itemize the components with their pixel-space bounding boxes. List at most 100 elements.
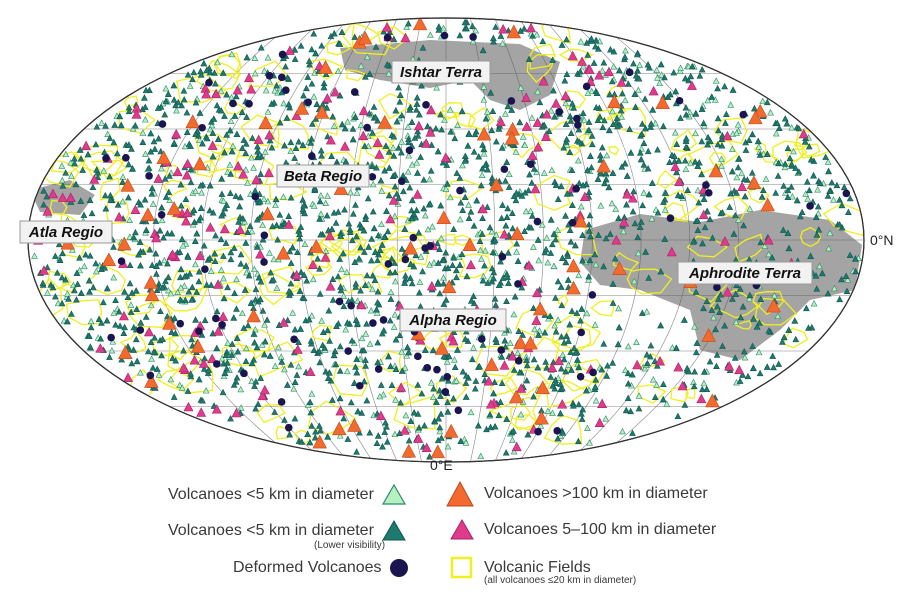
- volcanic-field: [713, 117, 748, 145]
- deformed-volcano: [573, 114, 581, 123]
- deformed-volcano: [304, 98, 312, 107]
- small-volcano: [241, 218, 248, 225]
- small-volcano: [417, 253, 425, 260]
- volcanic-field: [357, 146, 393, 168]
- deformed-volcano: [344, 347, 353, 355]
- region-label-aphrodite-terra: Aphrodite Terra: [677, 261, 813, 285]
- deformed-volcano: [369, 319, 377, 327]
- small-volcano: [559, 351, 567, 358]
- small-volcano: [459, 161, 466, 169]
- deformed-volcano: [456, 186, 464, 195]
- volcanic-field: [606, 107, 646, 136]
- triangle-light-green-icon: [381, 483, 406, 505]
- volcanic-field: [656, 170, 678, 189]
- legend-label-medium-volcanoes: Volcanoes 5–100 km in diameter: [484, 521, 717, 538]
- legend: Volcanoes <5 km in diameter Volcanoes <5…: [0, 470, 900, 600]
- volcanic-field: [762, 153, 779, 163]
- small-volcano: [535, 256, 543, 264]
- small-volcano: [357, 62, 365, 69]
- volcanic-field: [99, 177, 121, 201]
- deformed-volcano: [122, 153, 130, 162]
- deformed-volcano: [265, 71, 274, 80]
- small-volcano: [557, 432, 564, 440]
- legend-item-large-volcanoes: Volcanoes >100 km in diameter: [444, 479, 708, 509]
- small-volcano: [342, 326, 350, 333]
- small-volcano: [440, 274, 447, 281]
- deformed-volcano: [666, 214, 675, 223]
- volcanic-field: [218, 281, 253, 304]
- small-volcano: [280, 99, 288, 107]
- small-volcano: [761, 242, 769, 249]
- highland-area: [580, 210, 862, 360]
- small-volcano: [446, 193, 454, 201]
- svg-text:Atla Regio: Atla Regio: [28, 224, 103, 241]
- deformed-volcano: [409, 233, 418, 242]
- deformed-volcano: [572, 184, 580, 193]
- small-volcano: [844, 276, 852, 283]
- region-label-beta-regio: Beta Regio: [276, 164, 370, 188]
- volcanic-field: [626, 268, 673, 295]
- volcanic-field: [209, 245, 252, 275]
- volcanic-field: [822, 202, 864, 236]
- small-volcano: [398, 138, 405, 145]
- small-volcano: [830, 196, 837, 203]
- triangle-orange-icon: [446, 480, 474, 507]
- small-volcano: [426, 31, 434, 38]
- deformed-volcano: [806, 202, 814, 210]
- deformed-volcano: [212, 360, 221, 368]
- deformed-volcano: [240, 369, 248, 378]
- deformed-volcano: [588, 291, 597, 299]
- deformed-volcano: [176, 319, 185, 328]
- volcanic-field: [444, 179, 485, 200]
- small-volcano: [251, 69, 259, 77]
- deformed-volcano: [363, 123, 371, 132]
- deformed-volcano: [514, 357, 523, 365]
- deformed-volcano: [497, 346, 505, 354]
- volcanic-field: [453, 234, 475, 246]
- volcanic-field: [259, 272, 303, 306]
- small-volcano: [622, 46, 629, 54]
- volcanic-field: [734, 233, 764, 263]
- volcanic-field: [637, 384, 667, 404]
- volcanic-field: [800, 226, 822, 248]
- deformed-volcano: [423, 364, 432, 372]
- small-volcano: [677, 64, 684, 71]
- small-volcano: [174, 288, 182, 296]
- deformed-volcano: [405, 146, 414, 155]
- region-label-ishtar-terra: Ishtar Terra: [391, 60, 491, 84]
- small-volcano: [403, 352, 411, 359]
- volcanic-field: [65, 299, 103, 326]
- small-volcano: [583, 309, 591, 317]
- deformed-volcano: [704, 189, 713, 197]
- small-volcano: [534, 88, 542, 95]
- small-volcano: [186, 82, 194, 89]
- deformed-volcano: [260, 231, 269, 240]
- small-volcano: [682, 165, 690, 172]
- deformed-volcano: [308, 152, 316, 160]
- volcanic-field: [168, 334, 198, 361]
- deformed-volcano: [582, 82, 591, 91]
- small-volcano: [517, 84, 525, 91]
- small-volcano: [100, 167, 108, 174]
- legend-sublabel-lower-visibility: (Lower visibility): [314, 540, 386, 551]
- volcanic-field: [608, 145, 620, 156]
- small-volcano: [295, 362, 302, 370]
- small-volcano: [530, 243, 537, 250]
- volcanic-field: [328, 228, 367, 254]
- small-volcano: [162, 84, 170, 92]
- small-volcano: [401, 364, 409, 371]
- small-volcano: [308, 390, 316, 397]
- deformed-volcano: [625, 68, 634, 77]
- graticule-meridian: [250, 18, 349, 462]
- small-volcano: [330, 122, 338, 129]
- volcanic-field: [526, 53, 556, 84]
- deformed-volcano: [702, 181, 710, 189]
- deformed-volcano: [290, 335, 298, 344]
- small-volcano: [825, 244, 833, 252]
- small-volcano: [421, 211, 429, 219]
- small-volcano: [214, 58, 221, 66]
- deformed-volcano: [383, 33, 392, 42]
- small-volcano: [658, 71, 666, 78]
- deformed-volcano: [414, 352, 422, 361]
- volcanic-field: [47, 270, 72, 292]
